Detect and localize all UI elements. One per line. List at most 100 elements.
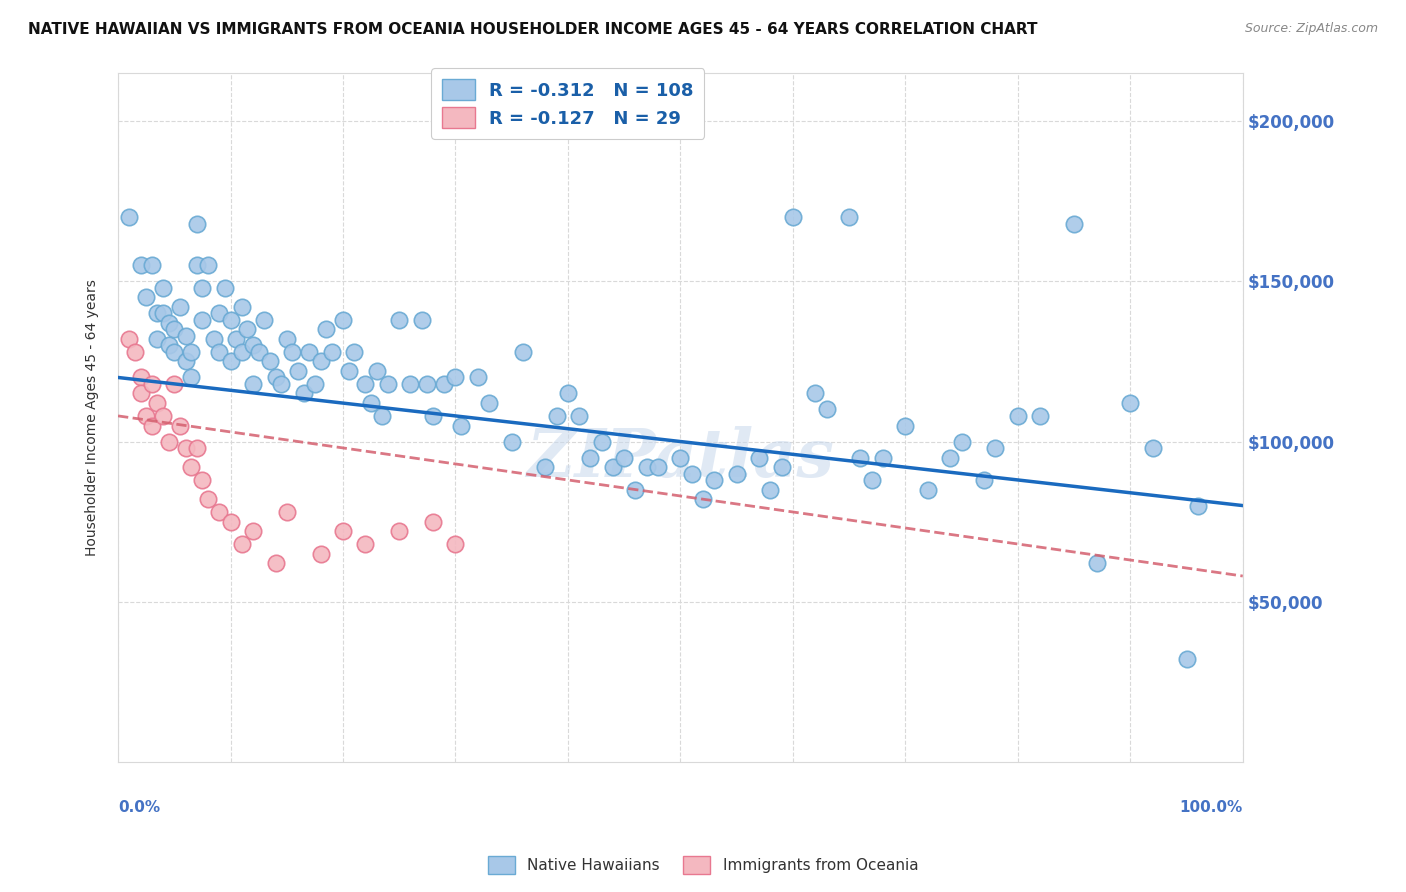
Point [1175, 652, 1198, 666]
Point [191, 281, 214, 295]
Point [174, 354, 197, 368]
Point [759, 483, 782, 497]
Point [388, 313, 411, 327]
Legend: R = -0.312   N = 108, R = -0.127   N = 29: R = -0.312 N = 108, R = -0.127 N = 29 [432, 69, 704, 139]
Point [146, 306, 169, 320]
Point [624, 483, 647, 497]
Point [579, 450, 602, 465]
Point [152, 281, 174, 295]
Point [636, 460, 658, 475]
Point [939, 450, 962, 465]
Point [253, 313, 276, 327]
Point [984, 441, 1007, 455]
Point [157, 316, 180, 330]
Point [118, 332, 141, 346]
Point [321, 344, 343, 359]
Point [422, 515, 444, 529]
Text: NATIVE HAWAIIAN VS IMMIGRANTS FROM OCEANIA HOUSEHOLDER INCOME AGES 45 - 64 YEARS: NATIVE HAWAIIAN VS IMMIGRANTS FROM OCEAN… [28, 22, 1038, 37]
Text: ZIPatlas: ZIPatlas [526, 426, 834, 491]
Point [309, 547, 332, 561]
Point [135, 290, 157, 304]
Point [872, 450, 894, 465]
Point [371, 409, 394, 423]
Point [163, 322, 186, 336]
Point [388, 524, 411, 539]
Point [770, 460, 793, 475]
Point [332, 313, 354, 327]
Point [315, 322, 337, 336]
Point [231, 344, 253, 359]
Point [838, 211, 860, 225]
Point [236, 322, 259, 336]
Point [444, 537, 467, 551]
Point [647, 460, 669, 475]
Point [141, 259, 163, 273]
Point [804, 386, 827, 401]
Text: Source: ZipAtlas.com: Source: ZipAtlas.com [1244, 22, 1378, 36]
Point [208, 306, 231, 320]
Point [157, 338, 180, 352]
Point [197, 259, 219, 273]
Point [281, 344, 304, 359]
Point [129, 370, 152, 384]
Point [247, 344, 270, 359]
Point [467, 370, 489, 384]
Point [270, 376, 292, 391]
Point [298, 344, 321, 359]
Point [174, 441, 197, 455]
Point [264, 370, 287, 384]
Point [748, 450, 770, 465]
Point [602, 460, 624, 475]
Point [208, 344, 231, 359]
Point [152, 306, 174, 320]
Point [849, 450, 872, 465]
Point [169, 418, 191, 433]
Point [1029, 409, 1052, 423]
Point [152, 409, 174, 423]
Legend: Native Hawaiians, Immigrants from Oceania: Native Hawaiians, Immigrants from Oceani… [482, 850, 924, 880]
Point [208, 505, 231, 519]
Point [242, 376, 264, 391]
Point [1085, 556, 1108, 570]
Point [219, 313, 242, 327]
Point [343, 344, 366, 359]
Point [129, 386, 152, 401]
Point [860, 473, 883, 487]
Point [292, 386, 315, 401]
Point [180, 370, 202, 384]
Point [197, 492, 219, 507]
Point [512, 344, 534, 359]
Point [135, 409, 157, 423]
Point [186, 217, 208, 231]
Point [433, 376, 456, 391]
Point [225, 332, 247, 346]
Point [219, 515, 242, 529]
Point [180, 344, 202, 359]
Point [304, 376, 326, 391]
Point [214, 281, 236, 295]
Text: 100.0%: 100.0% [1180, 799, 1243, 814]
Point [264, 556, 287, 570]
Point [546, 409, 568, 423]
Point [450, 418, 472, 433]
Point [692, 492, 714, 507]
Point [276, 332, 298, 346]
Point [411, 313, 433, 327]
Point [1007, 409, 1029, 423]
Point [141, 376, 163, 391]
Point [444, 370, 467, 384]
Point [815, 402, 838, 417]
Point [242, 338, 264, 352]
Point [276, 505, 298, 519]
Point [1063, 217, 1085, 231]
Point [354, 376, 377, 391]
Point [163, 344, 186, 359]
Point [242, 524, 264, 539]
Point [613, 450, 636, 465]
Point [169, 300, 191, 314]
Point [1187, 499, 1209, 513]
Point [669, 450, 692, 465]
Point [124, 344, 146, 359]
Point [186, 259, 208, 273]
Point [422, 409, 444, 423]
